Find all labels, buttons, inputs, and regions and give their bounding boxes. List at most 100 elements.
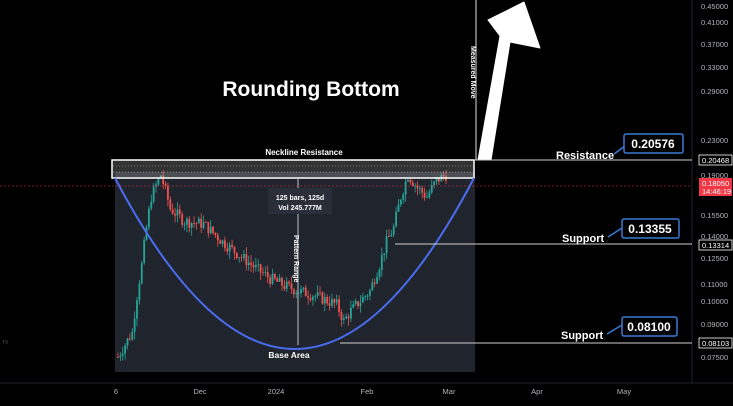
candles (117, 170, 447, 362)
candle-body (421, 187, 424, 193)
candle-body (257, 264, 260, 266)
candle-body (169, 199, 172, 210)
candle-body (333, 299, 336, 303)
rounding-curve (114, 177, 475, 350)
candle-body (147, 208, 150, 228)
support1-label: Support (562, 233, 604, 245)
x-tick-label: Mar (443, 387, 456, 396)
candle-body (378, 269, 381, 278)
y-tick-label: 0.19000 (701, 171, 728, 180)
neckline-resistance-box (111, 159, 475, 179)
candle-body (342, 318, 345, 321)
candle-body (366, 295, 369, 297)
candle-body (119, 355, 122, 358)
candle-body (395, 211, 397, 227)
candle-body (138, 283, 141, 301)
candle-body (238, 257, 241, 259)
candle-body (435, 177, 438, 182)
candle-body (143, 239, 146, 263)
candle-body (309, 298, 312, 300)
candle-body (183, 224, 186, 226)
candle-body (235, 252, 238, 259)
candle-body (388, 236, 390, 237)
candle-body (335, 299, 338, 303)
candle-body (254, 264, 257, 268)
candle-body (226, 248, 229, 252)
candle-body (340, 311, 343, 321)
candle-body (292, 289, 295, 295)
candle-body (262, 272, 264, 274)
candle-body (295, 293, 298, 295)
candle-body (385, 236, 388, 254)
support2-label: Support (561, 330, 603, 342)
price-tag-label: 0.08103 (702, 339, 729, 348)
candle-body (364, 296, 367, 298)
y-tick-label: 0.45000 (701, 2, 728, 11)
candle-body (316, 292, 319, 296)
candle-body (392, 226, 395, 235)
candle-body (271, 273, 274, 284)
support1-value: 0.13355 (628, 222, 672, 236)
candle-body (224, 240, 226, 249)
y-tick-label: 0.33000 (701, 63, 728, 72)
measure-text-2: Vol 245.777M (278, 205, 322, 212)
candle-body (228, 244, 231, 252)
y-axis[interactable]: 0.45000 0.41000 0.37000 0.33000 0.29000 0.230… (701, 2, 728, 362)
candle-body (269, 277, 272, 284)
candle-body (359, 302, 362, 307)
y-tick-label: 0.11000 (701, 280, 728, 289)
y-tick-label: 0.07500 (701, 353, 728, 362)
x-tick-label: 6 (114, 387, 118, 396)
candle-body (162, 175, 165, 184)
resistance-connector (613, 145, 626, 155)
candle-body (176, 209, 179, 216)
y-tick-label: 0.15500 (701, 211, 728, 220)
candle-body (266, 272, 269, 278)
candle-body (167, 185, 169, 200)
support2-value: 0.08100 (627, 320, 671, 334)
candle-body (397, 204, 400, 212)
candle-body (181, 214, 184, 225)
base-area-label: Base Area (268, 350, 310, 360)
candle-body (371, 282, 374, 291)
candle-body (159, 175, 162, 179)
candle-body (407, 179, 409, 182)
candle-body (409, 179, 412, 183)
candle-body (428, 192, 431, 198)
candle-body (247, 262, 250, 266)
x-tick-label: Feb (361, 387, 374, 396)
candle-body (418, 187, 421, 189)
candle-body (121, 353, 124, 356)
candle-body (331, 299, 333, 306)
candle-body (285, 281, 288, 289)
candle-body (350, 307, 352, 319)
candle-body (307, 296, 310, 299)
candle-body (188, 218, 191, 228)
y-tick-label: 0.09000 (701, 320, 728, 329)
x-axis[interactable]: 6 Dec 2024 Feb Mar Apr May (114, 387, 631, 396)
candle-body (283, 285, 286, 289)
candle-body (245, 254, 248, 266)
candle-body (288, 281, 291, 284)
candle-body (357, 301, 359, 307)
candle-body (117, 357, 119, 358)
y-tick-label: 0.14000 (701, 232, 728, 241)
current-price-tag (699, 178, 732, 196)
support2-value-box (621, 316, 678, 337)
candle-body (214, 232, 217, 236)
candle-body (200, 218, 203, 228)
candle-body (369, 290, 371, 296)
candle-body (352, 303, 355, 308)
candle-body (304, 287, 307, 297)
candle-body (437, 177, 440, 182)
y-tick-label: 0.41000 (701, 18, 728, 27)
candle-body (219, 240, 222, 244)
y-tick-label: 0.12500 (701, 254, 728, 263)
candle-body (426, 197, 428, 199)
current-price-label: 0.18050 (702, 179, 729, 188)
y-tick-label: 0.23000 (701, 136, 728, 145)
support1-value-box (621, 218, 680, 239)
candle-body (240, 257, 243, 259)
price-tag (698, 337, 733, 349)
